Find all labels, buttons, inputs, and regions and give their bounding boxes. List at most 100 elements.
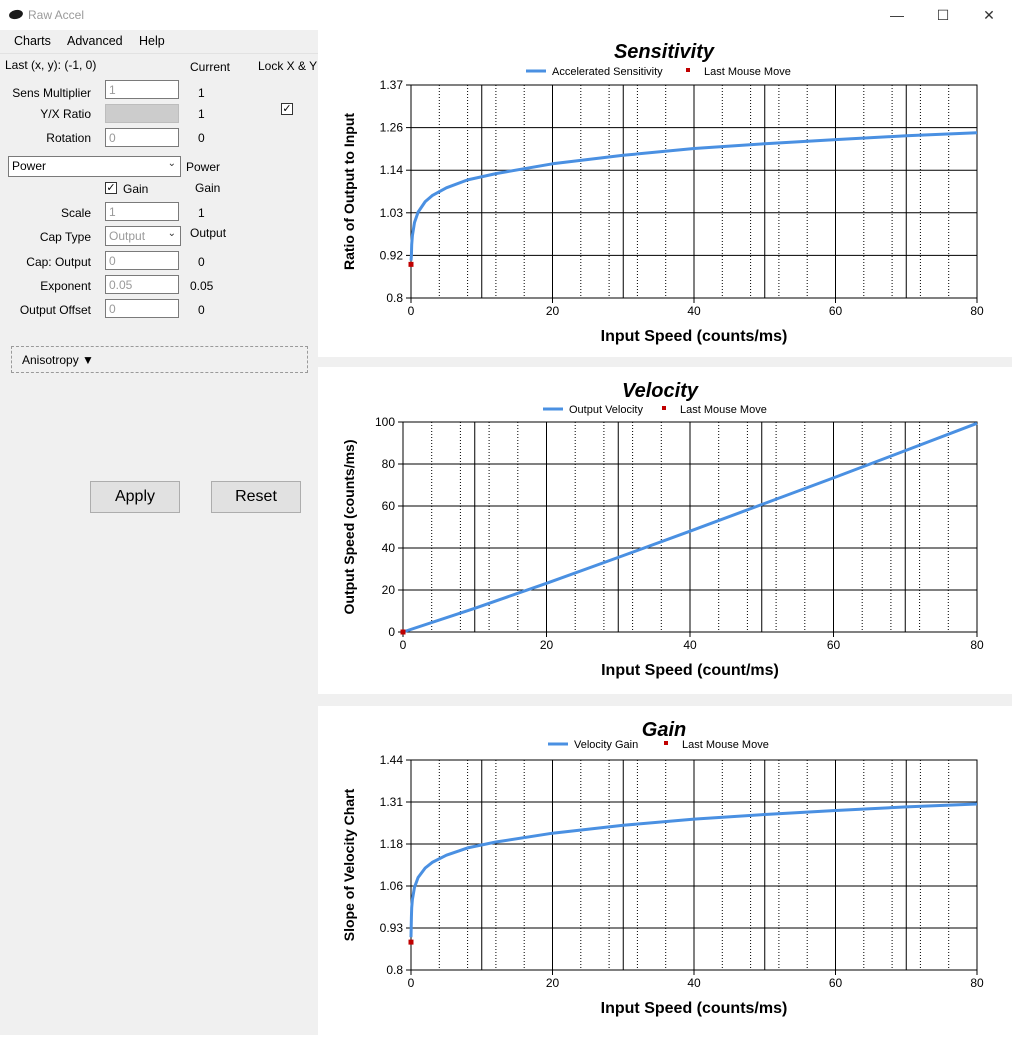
- settings-panel: Charts Advanced Help Last (x, y): (-1, 0…: [0, 30, 318, 1035]
- accel-type-dropdown[interactable]: Power ⌄: [8, 156, 181, 177]
- exponent-input[interactable]: [105, 275, 179, 294]
- lock-xy-checkbox[interactable]: ✓: [281, 103, 293, 115]
- gain-checkbox[interactable]: ✓: [105, 182, 117, 194]
- accel-type-current: Power: [186, 160, 221, 174]
- mouse-icon: [8, 8, 24, 21]
- sensitivity-chart-title: Sensitivity: [614, 41, 715, 63]
- cap-type-label: Cap Type: [39, 230, 91, 244]
- gain-chart-panel: Gain Velocity Gain Last Mouse Move 0.8 0.93 1…: [318, 706, 1012, 1035]
- sens-multiplier-current: 1: [198, 86, 205, 100]
- velocity-chart: Velocity Output Velocity Last Mouse Move 0 2…: [341, 380, 984, 679]
- gain-x-tick-label: 40: [687, 976, 701, 990]
- yx-ratio-current: 1: [198, 107, 205, 121]
- sensitivity-y-tick-label: 0.8: [386, 291, 403, 305]
- sens-multiplier-label: Sens Multiplier: [12, 86, 91, 100]
- velocity-x-tick-label: 60: [827, 638, 841, 652]
- scale-label: Scale: [60, 206, 91, 220]
- maximize-button[interactable]: ☐: [936, 6, 950, 23]
- velocity-y-tick-label: 0: [388, 625, 395, 639]
- exponent-current: 0.05: [190, 279, 214, 293]
- last-xy-readout: Last (x, y): (-1, 0): [5, 58, 97, 72]
- menu-bar: Charts Advanced Help: [0, 30, 318, 54]
- velocity-y-axis-label: Output Speed (counts/ms): [341, 440, 357, 615]
- velocity-x-tick-label: 0: [400, 638, 407, 652]
- gain-y-tick-label: 1.44: [380, 753, 404, 767]
- gain-legend-last-move: Last Mouse Move: [682, 739, 769, 751]
- gain-legend-series: Velocity Gain: [574, 739, 638, 751]
- cap-type-current: Output: [190, 226, 227, 240]
- velocity-y-tick-label: 100: [375, 415, 395, 429]
- lock-xy-label: Lock X & Y: [258, 59, 318, 73]
- sensitivity-y-tick-label: 1.03: [380, 206, 404, 220]
- velocity-legend-marker: [662, 406, 666, 410]
- velocity-x-axis-label: Input Speed (count/ms): [601, 662, 779, 679]
- cap-output-current: 0: [198, 255, 205, 269]
- menu-help[interactable]: Help: [139, 34, 165, 48]
- charts-area: Sensitivity Accelerated Sensitivity Last M…: [318, 30, 1012, 1035]
- gain-x-axis-label: Input Speed (counts/ms): [601, 1000, 788, 1017]
- sensitivity-chart-panel: Sensitivity Accelerated Sensitivity Last M…: [318, 30, 1012, 357]
- sensitivity-y-tick-label: 0.92: [380, 248, 404, 262]
- velocity-chart-title: Velocity: [622, 380, 699, 402]
- minimize-button[interactable]: —: [890, 7, 904, 23]
- velocity-y-tick-label: 40: [382, 541, 396, 555]
- velocity-y-tick-label: 20: [382, 583, 396, 597]
- anisotropy-label: Anisotropy ▼: [22, 353, 94, 367]
- reset-button[interactable]: Reset: [211, 481, 301, 513]
- velocity-y-tick-label: 60: [382, 499, 396, 513]
- output-offset-label: Output Offset: [19, 303, 91, 317]
- gain-chart: Gain Velocity Gain Last Mouse Move 0.8 0.93 1…: [341, 719, 984, 1017]
- output-offset-input[interactable]: [105, 299, 179, 318]
- menu-charts[interactable]: Charts: [14, 34, 51, 48]
- rotation-current: 0: [198, 131, 205, 145]
- sensitivity-x-tick-label: 40: [687, 304, 701, 318]
- sensitivity-y-tick-label: 1.14: [380, 163, 404, 177]
- velocity-x-tick-label: 20: [540, 638, 554, 652]
- close-button[interactable]: ✕: [983, 6, 995, 23]
- velocity-x-tick-label: 80: [970, 638, 984, 652]
- current-column-header: Current: [190, 60, 231, 74]
- sensitivity-chart: Sensitivity Accelerated Sensitivity Last M…: [341, 41, 984, 345]
- sens-multiplier-input[interactable]: [105, 80, 179, 99]
- gain-y-tick-label: 1.06: [380, 879, 404, 893]
- rotation-input[interactable]: [105, 128, 179, 147]
- sensitivity-x-tick-label: 60: [829, 304, 843, 318]
- cap-output-label: Cap: Output: [26, 255, 91, 269]
- velocity-legend-series: Output Velocity: [569, 404, 643, 416]
- gain-legend-marker: [664, 741, 668, 745]
- sensitivity-x-tick-label: 80: [970, 304, 984, 318]
- gain-series-line: [409, 802, 978, 938]
- menu-advanced[interactable]: Advanced: [67, 34, 123, 48]
- velocity-series-line: [402, 421, 978, 634]
- gain-current: Gain: [195, 181, 221, 195]
- gain-x-tick-label: 0: [408, 976, 415, 990]
- menu-divider: [0, 53, 318, 54]
- sensitivity-x-tick-label: 20: [546, 304, 560, 318]
- cap-output-input[interactable]: [105, 251, 179, 270]
- gain-x-tick-label: 20: [546, 976, 560, 990]
- yx-ratio-input[interactable]: [105, 104, 179, 123]
- sensitivity-legend-last-move: Last Mouse Move: [704, 66, 791, 78]
- velocity-chart-panel: Velocity Output Velocity Last Mouse Move 0 2…: [318, 367, 1012, 694]
- exponent-label: Exponent: [40, 279, 91, 293]
- sensitivity-y-tick-label: 1.26: [380, 121, 404, 135]
- velocity-y-tick-label: 80: [382, 457, 396, 471]
- scale-current: 1: [198, 206, 205, 220]
- gain-label: Gain: [123, 182, 149, 196]
- apply-button[interactable]: Apply: [90, 481, 180, 513]
- cap-type-dropdown[interactable]: Output ⌄: [105, 226, 181, 246]
- sensitivity-legend-marker: [686, 68, 690, 72]
- anisotropy-expander[interactable]: Anisotropy ▼: [11, 346, 308, 373]
- chevron-down-icon: ⌄: [167, 158, 176, 169]
- sensitivity-last-move-point: [408, 261, 414, 267]
- sensitivity-x-axis-label: Input Speed (counts/ms): [601, 328, 788, 345]
- sensitivity-y-axis-label: Ratio of Output to Input: [341, 113, 357, 270]
- sensitivity-series-line: [409, 131, 978, 261]
- gain-y-tick-label: 1.31: [380, 795, 404, 809]
- scale-input[interactable]: [105, 202, 179, 221]
- gain-y-tick-label: 0.93: [380, 921, 404, 935]
- gain-y-tick-label: 1.18: [380, 837, 404, 851]
- velocity-legend-last-move: Last Mouse Move: [680, 404, 767, 416]
- yx-ratio-label: Y/X Ratio: [40, 107, 91, 121]
- title-bar: Raw Accel — ☐ ✕: [0, 0, 1012, 30]
